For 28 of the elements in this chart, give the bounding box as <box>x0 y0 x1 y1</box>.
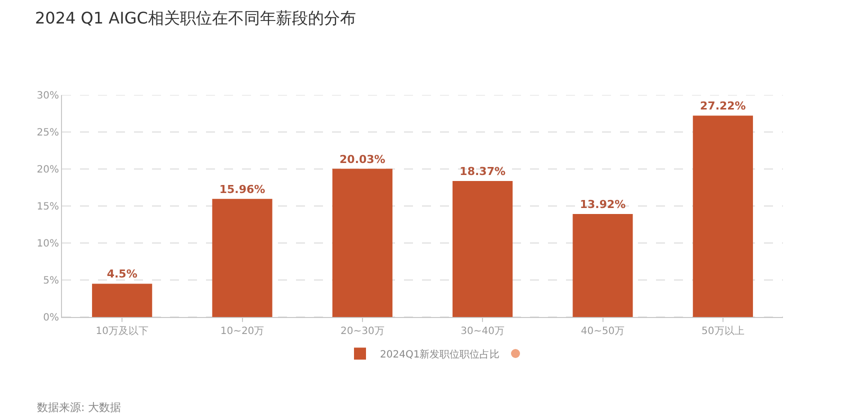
data-label: 15.96% <box>219 182 266 196</box>
bar <box>212 198 272 317</box>
source-note: 数据来源: 大数据 <box>37 401 122 414</box>
x-tick-label: 10万及以下 <box>96 325 148 337</box>
y-tick-label: 20% <box>36 164 59 176</box>
bar <box>572 214 633 317</box>
x-tick-label: 30~40万 <box>460 326 504 337</box>
data-label: 18.37% <box>460 165 506 178</box>
y-tick-label: 10% <box>36 238 59 250</box>
data-label: 20.03% <box>340 152 386 166</box>
y-tick-label: 15% <box>36 202 59 212</box>
x-tick-label: 10~20万 <box>220 326 264 337</box>
bar <box>692 116 753 317</box>
y-tick-label: 25% <box>36 128 59 138</box>
x-tick-label: 50万以上 <box>702 325 744 337</box>
x-tick-label: 40~50万 <box>580 326 625 337</box>
bar <box>332 168 392 317</box>
data-label: 4.5% <box>106 268 138 281</box>
x-tick-label: 20~30万 <box>340 326 384 337</box>
chart-title: 2024 Q1 AIGC相关职位在不同年薪段的分布 <box>35 8 356 28</box>
legend-label: 2024Q1新发职位职位占比 <box>380 348 500 361</box>
bar <box>452 181 513 317</box>
data-label: 13.92% <box>580 198 626 211</box>
data-label: 27.22% <box>700 100 746 113</box>
y-tick-label: 0% <box>43 312 59 324</box>
y-tick-label: 30% <box>36 90 59 102</box>
y-tick-label: 5% <box>43 276 59 286</box>
bar <box>92 284 152 317</box>
